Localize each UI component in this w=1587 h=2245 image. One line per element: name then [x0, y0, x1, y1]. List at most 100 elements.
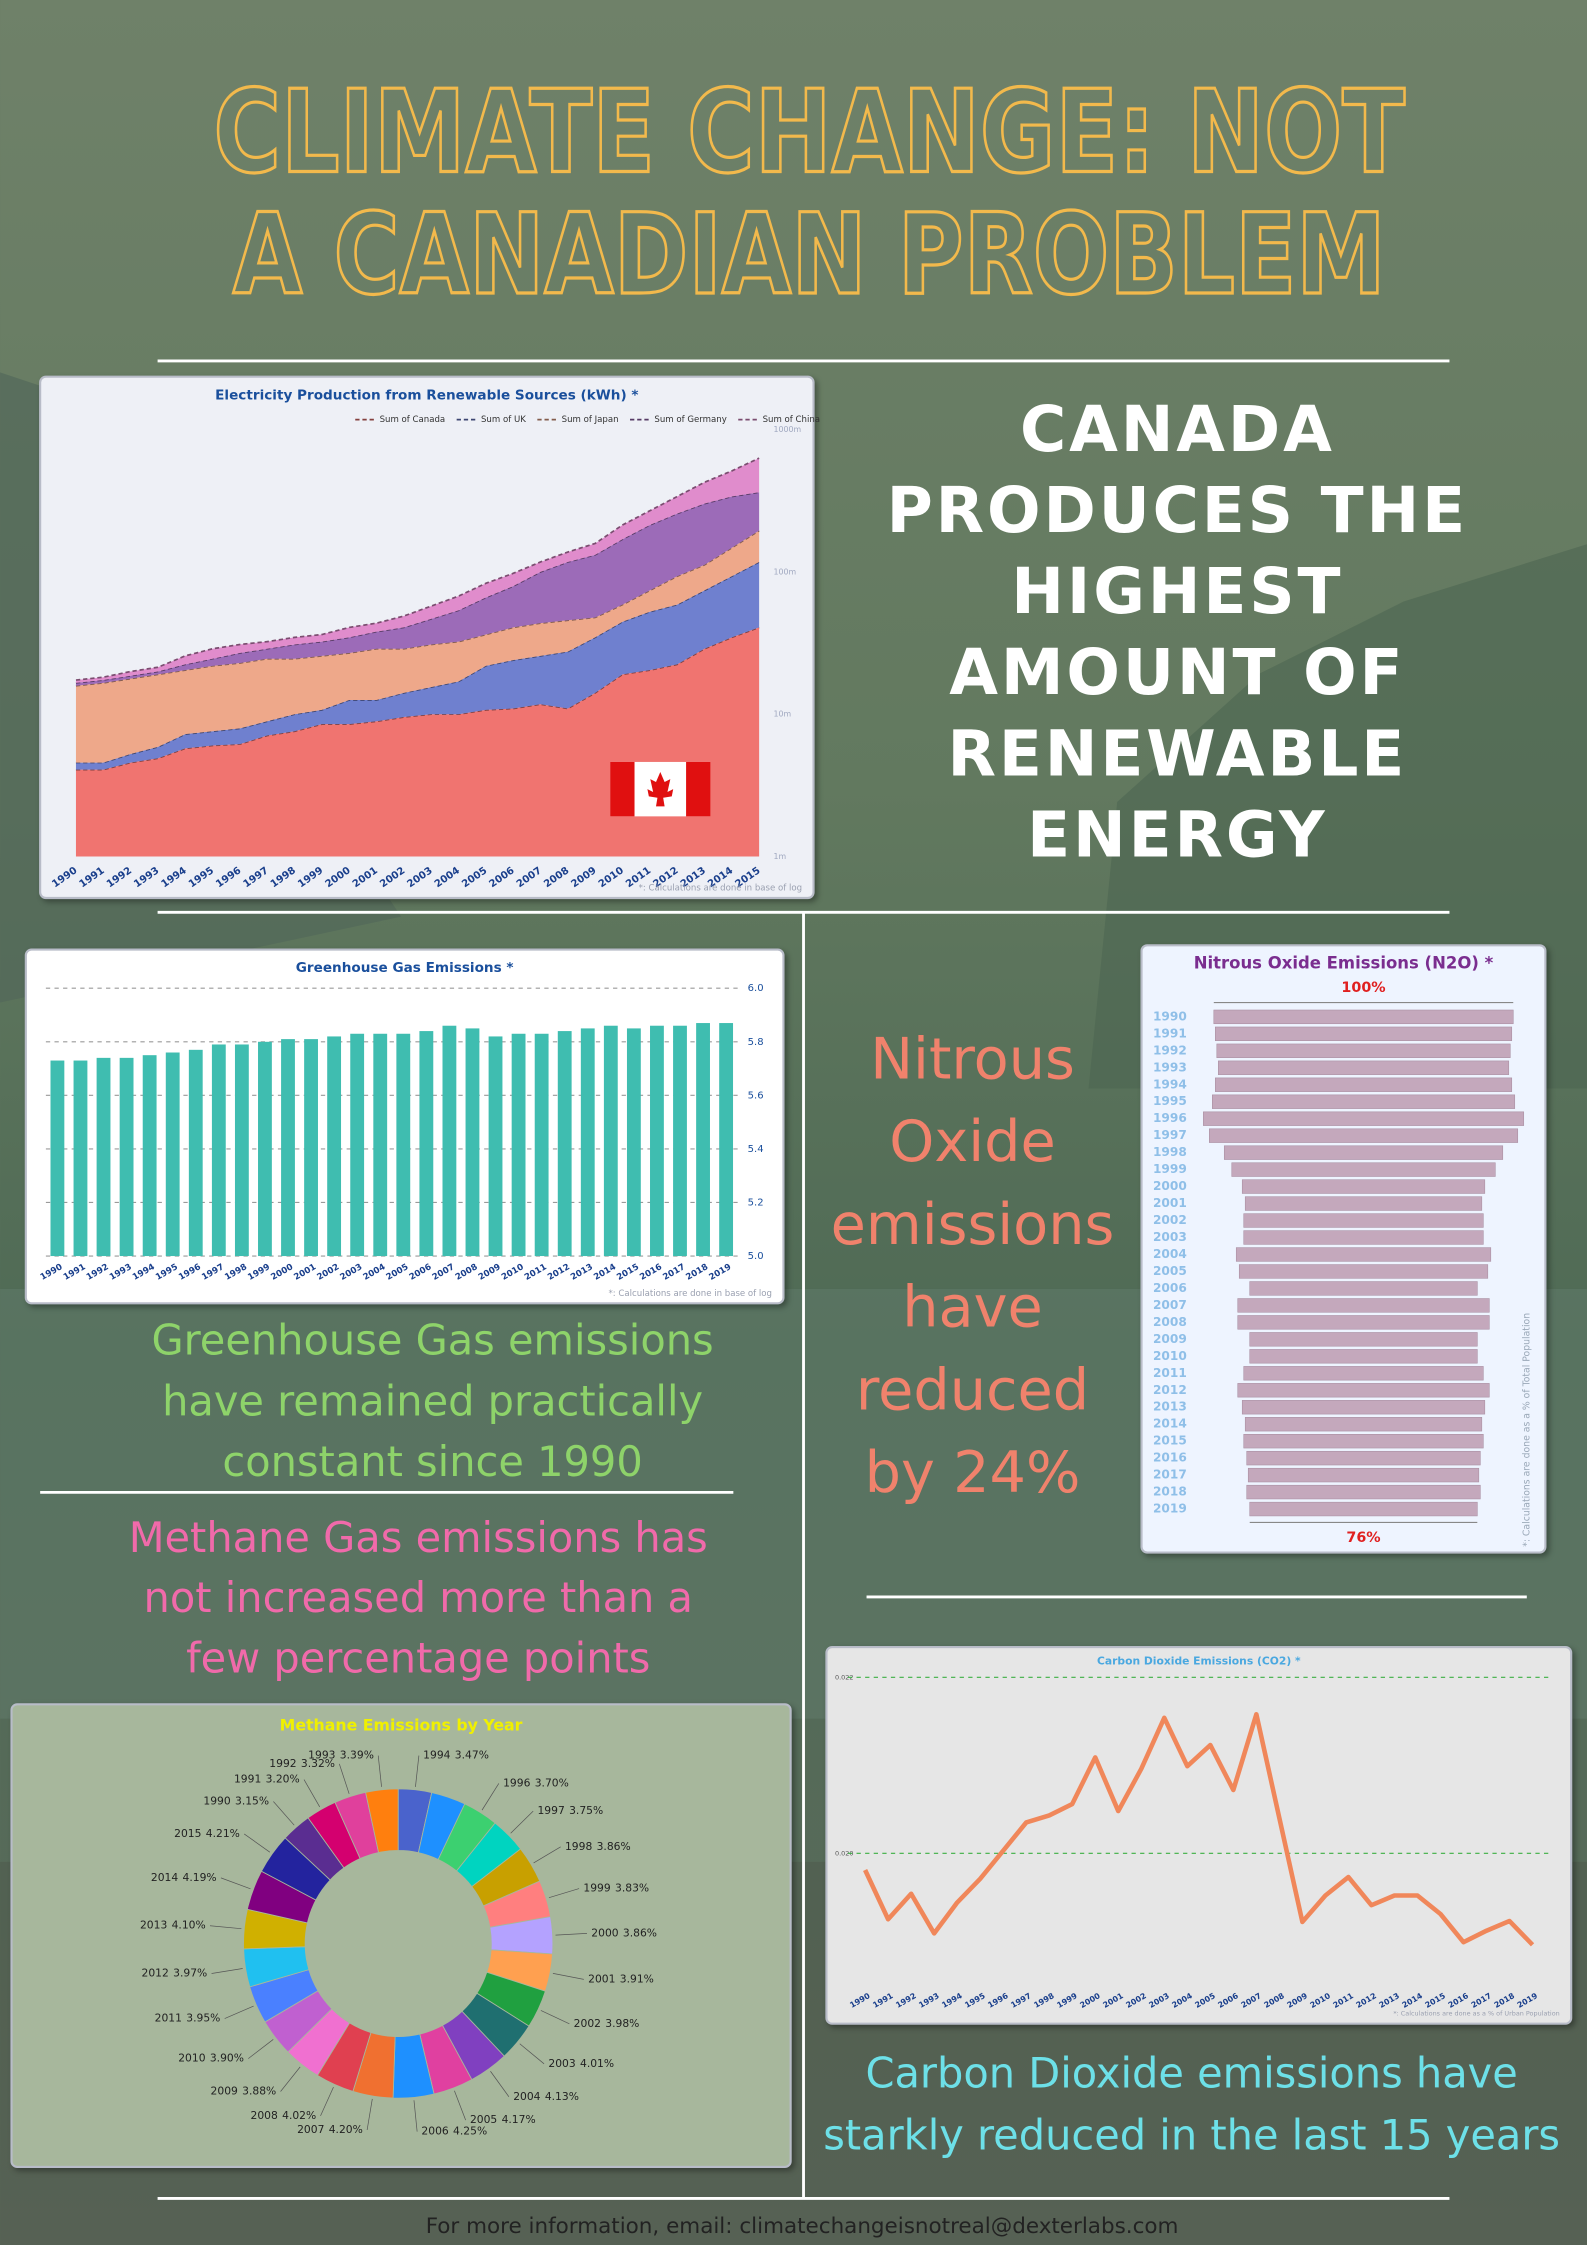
y-tick-label: 2005	[1153, 1264, 1187, 1278]
bar	[1247, 1467, 1480, 1483]
y-tick-label: 0.022	[835, 1673, 853, 1681]
y-tick-label: 2007	[1153, 1298, 1187, 1312]
slice-category: 2013	[140, 1919, 167, 1932]
bar	[1243, 1230, 1484, 1245]
bar	[1244, 1196, 1483, 1211]
caption: Methane Gas emissions has	[129, 1513, 708, 1562]
charts: Electricity Production from Renewable So…	[10, 375, 1573, 2169]
slice-label: 2008 4.02%	[250, 2109, 316, 2122]
leader-line	[273, 1801, 295, 1826]
headline: PRODUCES THE	[887, 474, 1468, 547]
slice-value: 4.21%	[206, 1827, 240, 1840]
y-tick-label: 0.020	[835, 1849, 853, 1857]
y-tick-label: 2012	[1153, 1383, 1187, 1397]
bar	[1244, 1417, 1483, 1432]
slice-label: 2014 4.19%	[151, 1871, 217, 1884]
y-tick-label: 1995	[1153, 1094, 1187, 1108]
bar	[603, 1025, 618, 1257]
chart-note: *: Calculations are done in base of log	[609, 1289, 772, 1299]
slice-label: 1998 3.86%	[565, 1840, 631, 1853]
y-tick-label: 2019	[1153, 1502, 1187, 1516]
slice-category: 2008	[250, 2109, 277, 2122]
bar	[1223, 1145, 1504, 1160]
bar	[1246, 1450, 1481, 1466]
y-tick-label: 5.2	[748, 1197, 764, 1208]
slice-value: 3.70%	[535, 1776, 569, 1789]
slice-value: 3.91%	[620, 1972, 654, 1985]
legend-label: Sum of UK	[481, 415, 526, 425]
y-tick-label: 5.6	[748, 1090, 764, 1101]
leader-line	[320, 2087, 334, 2117]
poster-title: CLIMATE CHANGE: NOT	[213, 67, 1405, 200]
slice-category: 2000	[591, 1926, 618, 1939]
slice-label: 2000 3.86%	[591, 1926, 657, 1939]
chart-title: Electricity Production from Renewable So…	[215, 387, 638, 403]
slice-category: 2009	[211, 2085, 238, 2098]
bar	[327, 1036, 342, 1257]
slice-label: 2013 4.10%	[140, 1919, 206, 1932]
bar	[1243, 1434, 1484, 1449]
slice-category: 1993	[308, 1749, 335, 1762]
slice-label: 2004 4.13%	[513, 2090, 579, 2103]
bar	[1249, 1349, 1478, 1364]
bar	[626, 1028, 641, 1257]
y-tick-label: 2003	[1153, 1230, 1187, 1244]
leader-line	[413, 2100, 418, 2132]
caption: Carbon Dioxide emissions have	[866, 2049, 1518, 2098]
caption: Oxide	[889, 1108, 1055, 1175]
slice-category: 1999	[583, 1882, 610, 1895]
bar	[534, 1033, 549, 1257]
slice-category: 1994	[423, 1749, 450, 1762]
bar	[1215, 1026, 1513, 1042]
bar	[119, 1057, 134, 1257]
y-tick-label: 2008	[1153, 1315, 1187, 1329]
slice-value: 3.83%	[615, 1882, 649, 1895]
bar	[1213, 1009, 1514, 1025]
slice-category: 2014	[151, 1871, 178, 1884]
caption: not increased more than a	[144, 1573, 693, 1622]
slice-category: 2012	[142, 1967, 169, 1980]
leader-line	[248, 2039, 274, 2059]
y-tick-label: 2014	[1153, 1417, 1187, 1431]
slice-category: 2015	[174, 1827, 201, 1840]
y-tick-label: 1000m	[773, 425, 801, 434]
slice-category: 2005	[470, 2113, 497, 2126]
y-tick-label: 1991	[1153, 1026, 1187, 1040]
bar	[211, 1044, 226, 1257]
y-tick-label: 2004	[1153, 1247, 1187, 1261]
bar	[673, 1025, 687, 1257]
slice-category: 2006	[421, 2125, 448, 2138]
slice-category: 1992	[269, 1757, 296, 1770]
leader-line	[552, 1973, 584, 1980]
slice-label: 2002 3.98%	[574, 2017, 640, 2030]
slice-value: 4.10%	[172, 1919, 206, 1932]
bar	[488, 1036, 503, 1257]
slice-value: 3.39%	[340, 1749, 374, 1762]
caption: reduced	[856, 1356, 1089, 1423]
slice-label: 2015 4.21%	[174, 1827, 240, 1840]
slice-value: 3.32%	[301, 1757, 335, 1770]
bar	[373, 1033, 388, 1257]
y-tick-label: 2011	[1153, 1366, 1187, 1380]
bar	[580, 1028, 595, 1257]
bar	[1249, 1501, 1478, 1517]
bar	[350, 1033, 365, 1257]
slice-value: 3.86%	[623, 1926, 657, 1939]
area	[75, 561, 760, 770]
leader-line	[209, 1925, 242, 1930]
slice-label: 1996 3.70%	[503, 1776, 569, 1789]
y-tick-label: 2006	[1153, 1281, 1187, 1295]
bar	[234, 1044, 249, 1257]
slice-category: 2003	[548, 2057, 575, 2070]
slice-value: 4.20%	[329, 2123, 363, 2136]
leader-line	[555, 1933, 588, 1936]
slice-category: 1997	[537, 1804, 564, 1817]
slice-label: 1999 3.83%	[583, 1882, 649, 1895]
bar	[165, 1052, 180, 1257]
leader-line	[211, 1968, 243, 1974]
slice-value: 3.98%	[605, 2017, 639, 2030]
bar	[557, 1031, 572, 1257]
chart-note: *: Calculations are done as a % of Urban…	[1393, 2010, 1559, 2018]
bar	[650, 1025, 664, 1257]
